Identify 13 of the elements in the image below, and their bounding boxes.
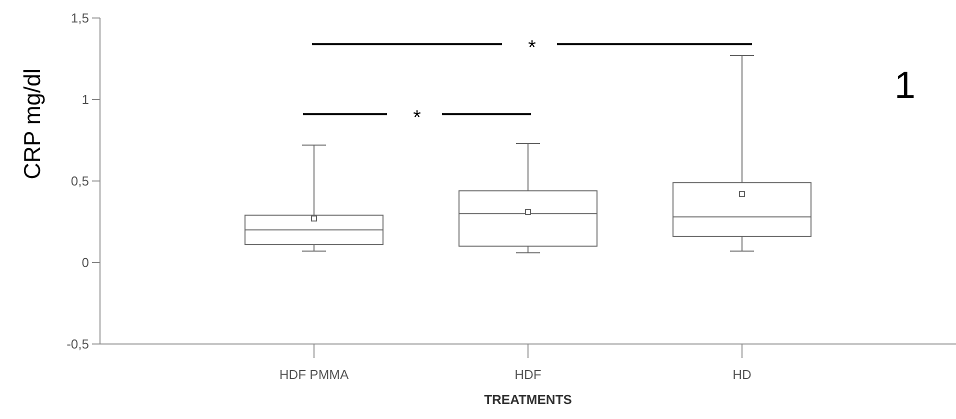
y-tick-label: -0,5 bbox=[66, 336, 89, 352]
x-tick-label: HDF PMMA bbox=[279, 367, 349, 382]
annotation: * bbox=[528, 37, 536, 60]
annotation: 1 bbox=[894, 65, 916, 107]
x-tick-label: HD bbox=[732, 367, 752, 382]
x-tick-label: HDF bbox=[514, 367, 542, 382]
y-tick-label: 0 bbox=[82, 255, 89, 270]
y-tick-label: 1 bbox=[82, 92, 89, 108]
annotation: * bbox=[413, 107, 422, 130]
x-axis-title: TREATMENTS bbox=[484, 392, 572, 407]
y-tick-label: 0,5 bbox=[70, 174, 89, 189]
y-tick-label: 1,5 bbox=[70, 10, 89, 26]
y-axis-title: CRP mg/dl bbox=[19, 68, 45, 180]
